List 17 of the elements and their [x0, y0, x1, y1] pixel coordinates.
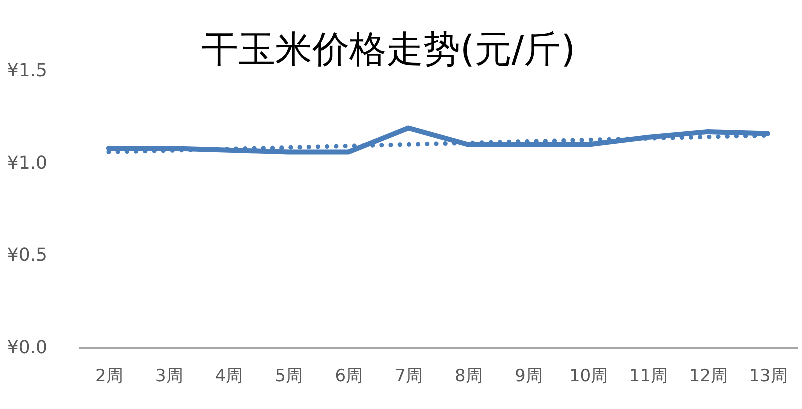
x-tick-label: 12周: [689, 366, 728, 386]
x-tick-label: 10周: [569, 366, 608, 386]
x-tick-label: 8周: [455, 366, 483, 386]
y-tick-label: ¥1.0: [7, 152, 48, 174]
y-tick-label: ¥0.5: [7, 245, 48, 266]
x-tick-label: 11周: [629, 366, 668, 386]
x-tick-label: 9周: [514, 366, 543, 386]
y-tick-label: ¥0.0: [7, 338, 48, 358]
chart-title: 干玉米价格走势(元/斤): [201, 28, 576, 71]
x-tick-label: 2周: [96, 366, 124, 386]
x-tick-label: 7周: [395, 366, 423, 386]
x-tick-label: 5周: [275, 366, 304, 386]
y-tick-label: ¥1.5: [7, 60, 48, 82]
x-tick-label: 13周: [749, 366, 788, 386]
x-tick-label: 4周: [215, 366, 244, 386]
x-tick-label: 3周: [155, 366, 184, 386]
x-tick-label: 6周: [335, 366, 364, 386]
